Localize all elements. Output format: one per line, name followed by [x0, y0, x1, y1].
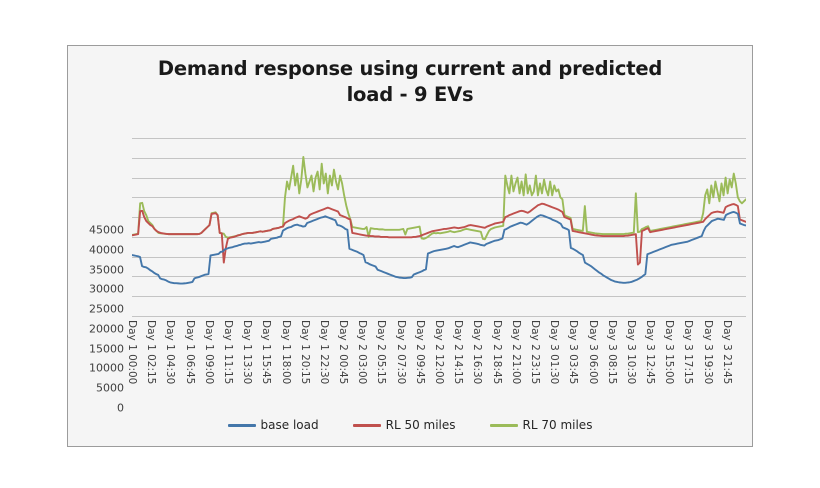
x-axis-tick-text: Day 2 09:45: [413, 320, 426, 385]
x-axis-tick-text: Day 2 23:15: [528, 320, 541, 385]
y-axis-tick-label: 10000: [89, 361, 124, 375]
x-axis-tick-text: Day 1 18:00: [279, 320, 292, 385]
chart-title-line-2: load - 9 EVs: [346, 83, 474, 106]
gridline: [132, 316, 746, 317]
x-axis-tick-label: Day 2 00:45: [336, 320, 350, 414]
x-axis-tick-text: Day 1 00:00: [126, 320, 138, 385]
x-axis: Day 1 00:00 Day 1 02:15 Day 1 04:30 Day 1 0…: [126, 320, 746, 416]
x-axis-tick-text: Day 2 14:15: [452, 320, 465, 385]
x-axis-tick-text: Day 2 18:45: [490, 320, 503, 385]
x-axis-tick-label: Day 1 00:00: [125, 320, 139, 414]
x-axis-tick-label: Day 1 11:15: [221, 320, 235, 414]
series-line-rl-50-miles: [132, 204, 746, 265]
series-line-base-load: [132, 212, 746, 284]
x-axis-tick-label: Day 3 15:00: [662, 320, 676, 414]
x-axis-tick-text: Day 2 12:00: [433, 320, 445, 385]
x-axis-tick-label: Day 2 03:00: [355, 320, 369, 414]
x-axis-tick-label: Day 3 08:15: [605, 320, 619, 414]
legend-color-swatch: [489, 423, 518, 427]
legend-item[interactable]: RL 50 miles: [352, 418, 456, 432]
x-axis-tick-text: Day 1 15:45: [260, 320, 273, 385]
x-axis-tick-text: Day 2 07:30: [394, 320, 407, 385]
chart-legend: base load RL 50 miles RL 70 miles: [68, 418, 752, 432]
x-axis-tick-label: Day 3 21:45: [720, 320, 734, 414]
x-axis-tick-label: Day 1 13:30: [240, 320, 254, 414]
legend-label: base load: [260, 418, 319, 432]
legend-label: RL 50 miles: [385, 418, 456, 432]
legend-color-swatch: [227, 423, 256, 427]
chart-title: Demand response using current and predic…: [68, 56, 752, 108]
y-axis-tick-label: 0: [117, 401, 124, 415]
x-axis-tick-text: Day 1 02:15: [145, 320, 158, 385]
x-axis-tick-label: Day 2 16:30: [470, 320, 484, 414]
x-axis-tick-text: Day 3 10:30: [624, 320, 637, 385]
x-axis-tick-label: Day 3 03:45: [566, 320, 580, 414]
x-axis-tick-text: Day 1 13:30: [241, 320, 254, 385]
y-axis-tick-label: 15000: [89, 342, 124, 356]
y-axis-tick-label: 20000: [89, 322, 124, 336]
x-axis-tick-text: Day 3 12:45: [644, 320, 657, 385]
x-axis-tick-text: Day 2 21:00: [509, 320, 522, 385]
x-axis-tick-text: Day 3 06:00: [586, 320, 599, 385]
plot-area: [132, 138, 746, 317]
x-axis-tick-label: Day 3 19:30: [701, 320, 715, 414]
x-axis-tick-label: Day 1 20:15: [298, 320, 312, 414]
x-axis-tick-label: Day 2 23:15: [528, 320, 542, 414]
legend-item[interactable]: RL 70 miles: [489, 418, 593, 432]
chart-container: Demand response using current and predic…: [67, 45, 753, 447]
legend-item[interactable]: base load: [227, 418, 319, 432]
x-axis-tick-text: Day 1 06:45: [183, 320, 196, 385]
x-axis-tick-label: Day 1 02:15: [144, 320, 158, 414]
x-axis-tick-text: Day 1 22:30: [317, 320, 330, 385]
x-axis-tick-text: Day 2 16:30: [471, 320, 484, 385]
x-axis-tick-text: Day 3 01:30: [548, 320, 561, 385]
x-axis-tick-text: Day 3 17:15: [682, 320, 695, 385]
x-axis-tick-text: Day 3 21:45: [720, 320, 733, 385]
x-axis-tick-label: Day 1 22:30: [317, 320, 331, 414]
y-axis-tick-label: 45000: [89, 223, 124, 237]
y-axis: 45000 40000 35000 30000 25000 20000 15000 10000…: [68, 138, 128, 415]
chart-title-line-1: Demand response using current and predic…: [157, 57, 663, 80]
x-axis-tick-label: Day 1 06:45: [183, 320, 197, 414]
x-axis-tick-label: Day 3 06:00: [586, 320, 600, 414]
x-axis-tick-text: Day 3 08:15: [605, 320, 618, 385]
x-axis-tick-text: Day 3 15:00: [663, 320, 676, 385]
y-axis-tick-label: 5000: [96, 381, 124, 395]
series-lines: [132, 138, 746, 316]
x-axis-tick-label: Day 3 12:45: [643, 320, 657, 414]
x-axis-tick-label: Day 2 09:45: [413, 320, 427, 414]
x-axis-tick-label: Day 2 05:15: [374, 320, 388, 414]
x-axis-tick-text: Day 3 03:45: [567, 320, 580, 385]
x-axis-tick-text: Day 2 03:00: [356, 320, 369, 385]
y-axis-tick-label: 30000: [89, 282, 124, 296]
y-axis-tick-label: 35000: [89, 263, 124, 277]
y-axis-tick-label: 40000: [89, 243, 124, 257]
x-axis-tick-label: Day 2 14:15: [451, 320, 465, 414]
x-axis-tick-label: Day 3 01:30: [547, 320, 561, 414]
x-axis-tick-label: Day 1 09:00: [202, 320, 216, 414]
legend-label: RL 70 miles: [522, 418, 593, 432]
x-axis-tick-label: Day 2 18:45: [490, 320, 504, 414]
x-axis-tick-label: Day 1 04:30: [163, 320, 177, 414]
x-axis-tick-label: Day 2 07:30: [394, 320, 408, 414]
x-axis-tick-text: Day 2 00:45: [337, 320, 350, 385]
x-axis-tick-text: Day 1 09:00: [202, 320, 215, 385]
x-axis-tick-label: Day 1 18:00: [279, 320, 293, 414]
x-axis-tick-text: Day 3 19:30: [701, 320, 714, 385]
x-axis-tick-label: Day 3 10:30: [624, 320, 638, 414]
x-axis-tick-text: Day 2 05:15: [375, 320, 388, 385]
x-axis-tick-label: Day 2 21:00: [509, 320, 523, 414]
x-axis-tick-label: Day 3 17:15: [681, 320, 695, 414]
x-axis-tick-text: Day 1 11:15: [221, 320, 234, 385]
y-axis-tick-label: 25000: [89, 302, 124, 316]
x-axis-tick-text: Day 1 20:15: [298, 320, 311, 385]
x-axis-tick-label: Day 1 15:45: [259, 320, 273, 414]
x-axis-tick-label: Day 2 12:00: [432, 320, 446, 414]
legend-color-swatch: [352, 423, 381, 427]
series-line-rl-70-miles: [132, 157, 746, 239]
x-axis-tick-text: Day 1 04:30: [164, 320, 177, 385]
